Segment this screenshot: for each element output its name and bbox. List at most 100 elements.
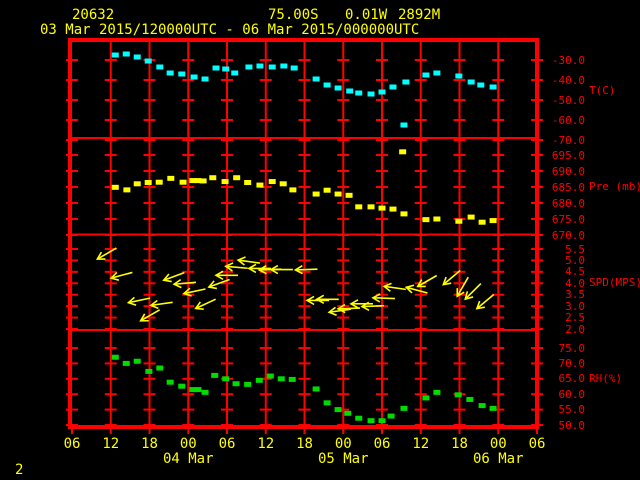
time-range-title: 03 Mar 2015/120000UTC - 06 Mar 2015/0000…	[40, 22, 420, 38]
x-hour-label: 06	[218, 436, 236, 452]
humidity-point	[422, 395, 430, 401]
humidity-point	[111, 354, 119, 360]
pressure-point	[268, 179, 276, 185]
page-number: 2	[15, 462, 24, 478]
pressure-point	[289, 187, 297, 193]
x-hour-label: 00	[489, 436, 507, 452]
pressure-point	[279, 181, 287, 187]
wind-arrow	[416, 274, 438, 288]
temperature-point	[178, 71, 186, 77]
x-hour-label: 00	[334, 436, 352, 452]
wind-arrow	[315, 294, 339, 304]
y-tick-label-temperature: -70.0	[551, 133, 585, 147]
temperature-point	[231, 70, 239, 76]
pressure-point	[467, 214, 475, 220]
humidity-point	[387, 413, 395, 419]
pressure-point	[323, 187, 331, 193]
humidity-point	[489, 405, 497, 411]
wind-arrow	[293, 265, 318, 275]
temperature-point	[433, 70, 441, 76]
wind-arrow	[382, 282, 406, 292]
humidity-point	[166, 379, 174, 385]
x-hour-label: 12	[257, 436, 275, 452]
humidity-point	[454, 392, 462, 398]
y-tick-label-pressure: 670.0	[551, 228, 585, 242]
x-date-label: 05 Mar	[317, 451, 369, 467]
x-hour-label: 06	[528, 436, 546, 452]
pressure-point	[312, 191, 320, 197]
humidity-point	[255, 377, 263, 383]
y-tick-label-wind-speed: 2.0	[565, 322, 585, 336]
pressure-point	[256, 182, 264, 188]
y-tick-label-wind-speed: 3.5	[565, 288, 585, 302]
humidity-point	[478, 403, 486, 409]
humidity-series	[111, 354, 497, 424]
humidity-point	[466, 396, 474, 402]
wind-arrow	[349, 299, 373, 309]
temperature-point	[355, 90, 363, 96]
wind-arrow	[214, 270, 238, 280]
pressure-point	[155, 179, 163, 185]
temperature-point	[467, 79, 475, 85]
x-hour-label: 06	[63, 436, 81, 452]
pressure-point	[433, 216, 441, 222]
y-tick-label-temperature: -40.0	[551, 73, 585, 87]
pressure-point	[345, 192, 353, 198]
wind-arrow	[442, 269, 461, 286]
humidity-point	[433, 389, 441, 395]
pressure-point	[399, 149, 407, 155]
temperature-point	[323, 82, 331, 88]
humidity-point	[367, 418, 375, 424]
y-tick-label-temperature: -30.0	[551, 53, 585, 67]
wind-arrow	[371, 293, 395, 303]
wind-arrow	[95, 247, 117, 260]
y-tick-label-wind-speed: 4.5	[565, 265, 585, 279]
pressure-point	[489, 218, 497, 224]
station-id: 20632	[72, 7, 115, 23]
temperature-point	[334, 85, 342, 91]
temperature-point	[402, 79, 410, 85]
wind-arrow	[247, 263, 271, 274]
humidity-point	[288, 376, 296, 382]
pressure-point	[194, 178, 202, 184]
wind-arrow	[360, 301, 384, 311]
pressure-point	[233, 175, 241, 181]
y-tick-label-pressure: 685.0	[551, 180, 585, 194]
temperature-point	[144, 58, 152, 64]
y-tick-label-pressure: 680.0	[551, 196, 585, 210]
pressure-point	[355, 204, 363, 210]
wind-arrow	[126, 296, 151, 306]
wind-arrow	[207, 278, 230, 290]
y-tick-label-temperature: -50.0	[551, 93, 585, 107]
wind-arrow	[139, 309, 161, 322]
wind-arrow	[475, 293, 495, 310]
pressure-point	[111, 184, 119, 190]
pressure-point	[199, 178, 207, 184]
temperature-point	[201, 76, 209, 82]
x-hour-label: 18	[141, 436, 158, 452]
pressure-point	[167, 175, 175, 181]
pressure-point	[179, 179, 187, 185]
temperature-point	[245, 64, 253, 70]
humidity-point	[400, 405, 408, 411]
humidity-point	[232, 381, 240, 387]
temperature-series	[111, 51, 497, 128]
axis-label-pressure: Pre (mb)	[589, 179, 640, 193]
temperature-point	[280, 63, 288, 69]
wind-arrow	[194, 298, 216, 310]
humidity-point	[378, 418, 386, 424]
temperature-point	[378, 89, 386, 95]
wind-arrow	[464, 282, 482, 301]
x-hour-label: 18	[451, 436, 468, 452]
y-tick-label-humidity: 60.0	[558, 387, 586, 401]
temperature-point	[166, 70, 174, 76]
pressure-point	[389, 206, 397, 212]
humidity-point	[266, 373, 274, 379]
y-tick-label-wind-speed: 3.0	[565, 299, 585, 313]
temperature-point	[422, 72, 430, 78]
x-hour-label: 12	[102, 436, 120, 452]
humidity-point	[194, 387, 202, 393]
wind-arrow	[456, 276, 469, 298]
station-latitude: 75.00S	[268, 7, 319, 23]
